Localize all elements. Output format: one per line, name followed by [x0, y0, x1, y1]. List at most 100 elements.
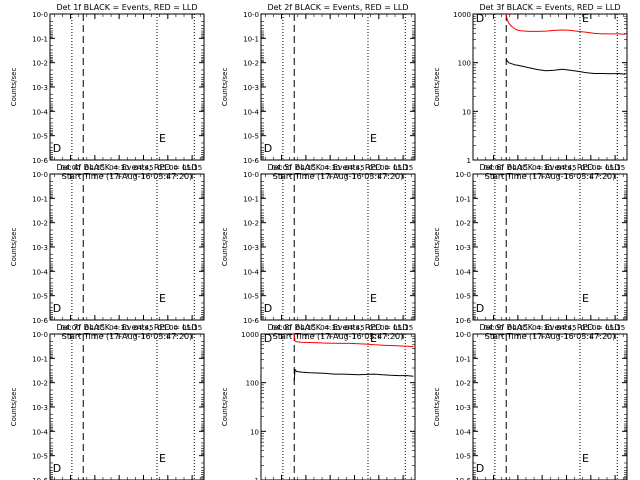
- x-tick-label: 04:00: [483, 164, 503, 172]
- y-tick-label: 10-1: [243, 35, 259, 43]
- y-tick-label: 10-5: [32, 293, 48, 301]
- y-tick-label: 10-4: [455, 428, 471, 436]
- y-tick-label: 10-3: [243, 244, 259, 252]
- x-tick-label: 04:00: [60, 164, 80, 172]
- chart-panel-4: Det 4f BLACK = Events, RED = LLD 10-6 10-5…: [10, 163, 205, 341]
- y-tick-label: 10-5: [243, 133, 259, 141]
- chart-title: Det 4f BLACK = Events, RED = LLD: [56, 163, 197, 172]
- y-tick-label: 10-1: [455, 355, 471, 363]
- chart-panel-7: Det 7f BLACK = Events, RED = LLD 10-6 10-5…: [10, 323, 205, 480]
- x-tick-label: 05:00: [158, 324, 178, 332]
- plot-frame: [49, 333, 205, 480]
- y-tick-label: 10-6: [32, 157, 48, 165]
- x-tick-label: 04:45: [556, 164, 576, 172]
- y-tick-label: 10-5: [243, 293, 259, 301]
- y-axis-label: Counts/sec: [433, 228, 441, 267]
- y-tick-label: 10-1: [32, 35, 48, 43]
- x-tick-label: 04:15: [296, 324, 316, 332]
- plot-frame: [49, 173, 205, 321]
- chart-panel-3: Det 3f BLACK = Events, RED = LLD 1 10 100 10…: [433, 3, 628, 181]
- plot-frame: [49, 13, 205, 161]
- y-axis-label: Counts/sec: [433, 68, 441, 107]
- chart-panel-1: Det 1f BLACK = Events, RED = LLD 10-6 10-5…: [10, 3, 205, 181]
- x-tick-label: 04:45: [133, 164, 153, 172]
- x-tick-label: 04:30: [109, 164, 129, 172]
- y-tick-label: 10-4: [243, 108, 259, 116]
- x-tick-label: 05:00: [158, 164, 178, 172]
- time-marker-label: D: [53, 462, 61, 475]
- x-tick-label: 04:00: [483, 324, 503, 332]
- y-tick-label: 10-2: [32, 220, 48, 228]
- y-tick-label: 10-2: [32, 60, 48, 68]
- time-marker-label: D: [53, 142, 61, 155]
- y-tick-label: 10-0: [243, 11, 259, 19]
- y-tick-label: 10-4: [32, 428, 48, 436]
- y-tick-label: 10-4: [32, 268, 48, 276]
- x-tick-label: 05:15: [605, 164, 625, 172]
- y-tick-label: 10-3: [32, 84, 48, 92]
- lld-series-line: [293, 333, 414, 348]
- chart-panel-6: Det 6f BLACK = Events, RED = LLD 10-6 10-5…: [433, 163, 628, 341]
- time-marker-label: E: [159, 452, 166, 465]
- time-marker-label: D: [476, 462, 484, 475]
- plot-frame: [472, 13, 628, 161]
- y-tick-label: 1: [467, 157, 471, 165]
- chart-title: Det 7f BLACK = Events, RED = LLD: [56, 323, 197, 332]
- y-tick-label: 10-3: [455, 404, 471, 412]
- y-tick-label: 1000: [453, 11, 471, 19]
- y-tick-label: 10-0: [32, 331, 48, 339]
- y-axis-label: Counts/sec: [10, 68, 18, 107]
- y-axis-label: Counts/sec: [10, 388, 18, 427]
- y-tick-label: 10-4: [455, 268, 471, 276]
- y-tick-label: 10-4: [243, 268, 259, 276]
- time-marker-label: E: [370, 132, 377, 145]
- y-tick-label: 10-1: [32, 195, 48, 203]
- time-marker-label: E: [370, 292, 377, 305]
- plot-frame: [472, 333, 628, 480]
- time-marker-label: E: [582, 292, 589, 305]
- y-tick-label: 10-3: [32, 404, 48, 412]
- y-tick-label: 10-1: [243, 195, 259, 203]
- y-axis-label: Counts/sec: [10, 228, 18, 267]
- x-tick-label: 04:00: [271, 324, 291, 332]
- time-marker-label: D: [264, 332, 272, 345]
- x-tick-label: 04:30: [320, 164, 340, 172]
- y-tick-label: 10-5: [455, 453, 471, 461]
- y-tick-label: 10-5: [32, 453, 48, 461]
- chart-title: Det 3f BLACK = Events, RED = LLD: [479, 3, 620, 12]
- x-tick-label: 04:45: [556, 324, 576, 332]
- y-tick-label: 10-0: [455, 171, 471, 179]
- time-marker-label: E: [582, 12, 589, 25]
- lld-series-line: [505, 13, 626, 35]
- y-tick-label: 100: [458, 60, 471, 68]
- x-tick-label: 04:15: [85, 324, 105, 332]
- x-tick-label: 04:15: [508, 324, 528, 332]
- plot-frame: [472, 173, 628, 321]
- y-tick-label: 10-2: [455, 220, 471, 228]
- x-tick-label: 04:45: [344, 324, 364, 332]
- y-tick-label: 1000: [241, 331, 259, 339]
- plot-frame: [260, 13, 416, 161]
- x-tick-label: 04:15: [296, 164, 316, 172]
- y-axis-label: Counts/sec: [433, 388, 441, 427]
- x-tick-label: 05:15: [605, 324, 625, 332]
- time-marker-label: D: [476, 12, 484, 25]
- x-tick-label: 05:00: [369, 164, 389, 172]
- chart-title: Det 1f BLACK = Events, RED = LLD: [56, 3, 197, 12]
- time-marker-label: D: [264, 302, 272, 315]
- chart-title: Det 6f BLACK = Events, RED = LLD: [479, 163, 620, 172]
- x-tick-label: 04:15: [508, 164, 528, 172]
- y-tick-label: 10-6: [455, 317, 471, 325]
- y-tick-label: 1: [255, 477, 259, 480]
- chart-panel-9: Det 9f BLACK = Events, RED = LLD 10-6 10-5…: [433, 323, 628, 480]
- x-tick-label: 04:15: [85, 164, 105, 172]
- plot-frame: [260, 173, 416, 321]
- time-marker-label: D: [264, 142, 272, 155]
- time-marker-label: D: [53, 302, 61, 315]
- y-tick-label: 10-2: [32, 380, 48, 388]
- x-tick-label: 05:00: [581, 164, 601, 172]
- y-tick-label: 10-1: [455, 195, 471, 203]
- x-tick-label: 05:15: [393, 164, 413, 172]
- x-tick-label: 04:00: [60, 324, 80, 332]
- y-tick-label: 100: [246, 380, 259, 388]
